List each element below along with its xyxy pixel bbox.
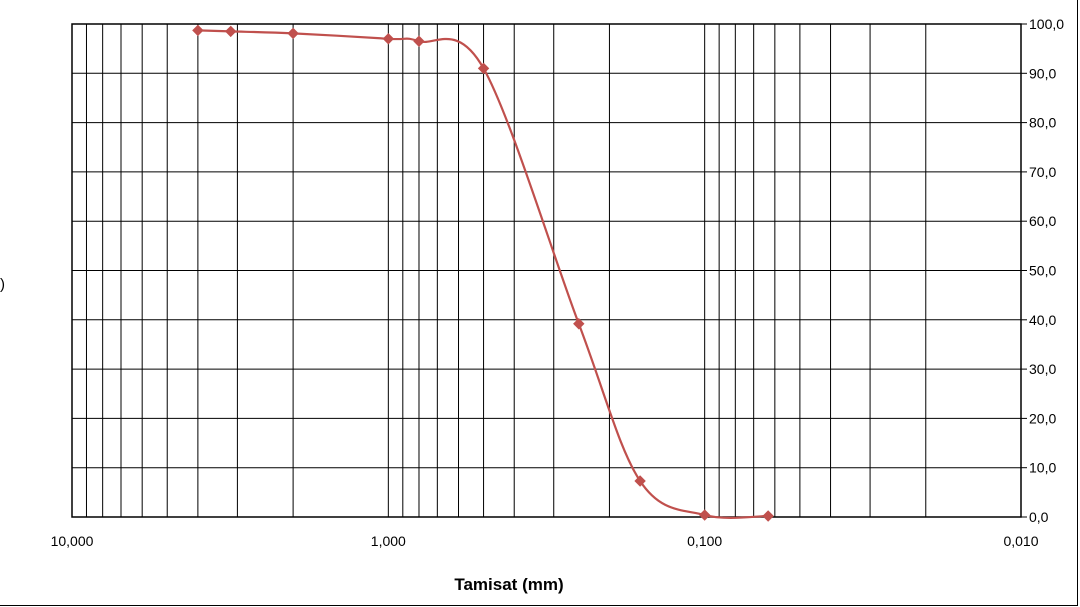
x-tick-label: 1,000 xyxy=(371,533,406,549)
y-tick-label: 10,0 xyxy=(1029,460,1056,476)
y-tick-label: 40,0 xyxy=(1029,312,1056,328)
x-axis-title: Tamisat (mm) xyxy=(454,575,563,594)
y-tick-label: 30,0 xyxy=(1029,361,1056,377)
data-point-marker xyxy=(634,475,646,487)
series-layer xyxy=(192,24,774,522)
x-tick-label: 10,000 xyxy=(51,533,94,549)
grid-layer xyxy=(71,23,1027,518)
data-point-marker xyxy=(477,62,490,75)
x-tick-label: 0,010 xyxy=(1003,533,1038,549)
y-tick-label: 60,0 xyxy=(1029,213,1056,229)
left-edge-mark: ) xyxy=(0,276,5,293)
y-tick-label: 20,0 xyxy=(1029,410,1056,426)
data-point-marker xyxy=(762,510,774,522)
data-point-marker xyxy=(413,35,425,47)
y-tick-label: 50,0 xyxy=(1029,263,1056,279)
data-point-marker xyxy=(192,24,204,37)
y-tick-label: 90,0 xyxy=(1029,65,1056,81)
plot-area-border xyxy=(71,23,1022,518)
data-point-marker xyxy=(698,509,711,521)
series-line xyxy=(197,29,769,519)
label-layer: 0,0 10,0 20,0 30,0 40,0 50,0 60,0 70,0 80,0 90,0 1… xyxy=(51,16,1065,549)
x-tick-label: 0,100 xyxy=(687,533,722,549)
y-tick-label: 70,0 xyxy=(1029,164,1056,180)
data-point-marker xyxy=(382,33,395,45)
data-point-marker xyxy=(573,318,585,330)
y-tick-label: 80,0 xyxy=(1029,115,1056,131)
y-tick-label: 0,0 xyxy=(1029,509,1049,525)
data-point-marker xyxy=(224,25,237,38)
y-tick-label: 100,0 xyxy=(1029,16,1064,32)
data-point-marker xyxy=(287,27,299,40)
